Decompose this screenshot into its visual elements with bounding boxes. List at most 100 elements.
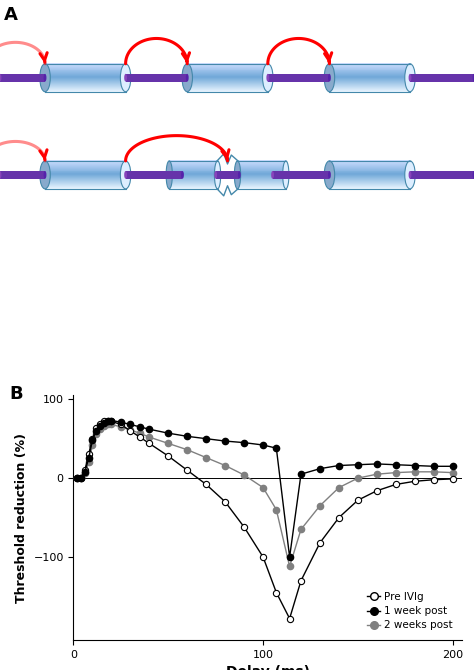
FancyBboxPatch shape — [329, 77, 410, 78]
FancyBboxPatch shape — [273, 171, 329, 179]
FancyBboxPatch shape — [45, 163, 126, 165]
Ellipse shape — [405, 161, 415, 189]
FancyBboxPatch shape — [169, 174, 218, 176]
FancyBboxPatch shape — [329, 172, 410, 174]
FancyBboxPatch shape — [329, 83, 410, 84]
FancyBboxPatch shape — [329, 167, 410, 168]
FancyBboxPatch shape — [329, 161, 410, 162]
FancyBboxPatch shape — [187, 72, 268, 74]
FancyBboxPatch shape — [45, 66, 126, 68]
FancyBboxPatch shape — [329, 170, 410, 171]
FancyBboxPatch shape — [45, 85, 126, 86]
FancyBboxPatch shape — [169, 168, 218, 169]
FancyBboxPatch shape — [45, 79, 126, 80]
FancyBboxPatch shape — [45, 81, 126, 82]
FancyBboxPatch shape — [329, 182, 410, 183]
FancyBboxPatch shape — [169, 179, 218, 180]
Ellipse shape — [120, 64, 131, 92]
FancyBboxPatch shape — [169, 167, 218, 168]
FancyBboxPatch shape — [329, 163, 410, 165]
FancyBboxPatch shape — [237, 170, 286, 171]
FancyBboxPatch shape — [329, 65, 410, 66]
FancyBboxPatch shape — [329, 174, 410, 176]
Ellipse shape — [214, 171, 217, 179]
FancyBboxPatch shape — [45, 179, 126, 180]
FancyBboxPatch shape — [169, 182, 218, 183]
FancyBboxPatch shape — [216, 171, 239, 179]
FancyBboxPatch shape — [237, 165, 286, 167]
FancyBboxPatch shape — [45, 169, 126, 170]
FancyBboxPatch shape — [329, 178, 410, 179]
FancyBboxPatch shape — [237, 182, 286, 183]
Ellipse shape — [120, 161, 131, 189]
FancyBboxPatch shape — [45, 83, 126, 84]
FancyBboxPatch shape — [187, 89, 268, 90]
FancyBboxPatch shape — [45, 170, 126, 172]
FancyBboxPatch shape — [187, 65, 268, 66]
FancyBboxPatch shape — [169, 186, 218, 187]
Ellipse shape — [40, 161, 50, 189]
FancyBboxPatch shape — [45, 86, 126, 87]
FancyBboxPatch shape — [329, 86, 410, 87]
FancyBboxPatch shape — [169, 178, 218, 179]
FancyBboxPatch shape — [329, 168, 410, 169]
FancyBboxPatch shape — [187, 81, 268, 82]
FancyBboxPatch shape — [45, 172, 126, 174]
Ellipse shape — [324, 64, 335, 92]
FancyBboxPatch shape — [329, 78, 410, 79]
FancyBboxPatch shape — [268, 74, 329, 82]
FancyBboxPatch shape — [329, 87, 410, 88]
Ellipse shape — [328, 74, 331, 82]
Y-axis label: Threshold reduction (%): Threshold reduction (%) — [15, 433, 28, 602]
FancyBboxPatch shape — [169, 176, 218, 178]
FancyBboxPatch shape — [187, 77, 268, 78]
FancyBboxPatch shape — [237, 163, 286, 165]
FancyBboxPatch shape — [169, 184, 218, 185]
FancyBboxPatch shape — [187, 64, 268, 65]
Text: B: B — [9, 385, 23, 403]
FancyBboxPatch shape — [329, 72, 410, 74]
FancyBboxPatch shape — [45, 84, 126, 85]
FancyBboxPatch shape — [329, 74, 410, 75]
FancyBboxPatch shape — [237, 179, 286, 180]
Ellipse shape — [263, 64, 273, 92]
FancyBboxPatch shape — [169, 160, 218, 161]
FancyBboxPatch shape — [187, 84, 268, 85]
FancyBboxPatch shape — [187, 80, 268, 81]
Ellipse shape — [473, 171, 474, 179]
FancyBboxPatch shape — [329, 64, 410, 65]
FancyBboxPatch shape — [329, 70, 410, 72]
FancyBboxPatch shape — [187, 85, 268, 86]
FancyBboxPatch shape — [237, 185, 286, 186]
FancyBboxPatch shape — [237, 160, 286, 161]
Ellipse shape — [181, 171, 184, 179]
FancyBboxPatch shape — [169, 183, 218, 184]
FancyBboxPatch shape — [237, 172, 286, 174]
FancyBboxPatch shape — [45, 174, 126, 176]
Ellipse shape — [214, 161, 221, 189]
FancyBboxPatch shape — [329, 183, 410, 184]
FancyBboxPatch shape — [329, 73, 410, 74]
FancyBboxPatch shape — [329, 181, 410, 182]
FancyBboxPatch shape — [45, 68, 126, 70]
Text: A: A — [4, 6, 18, 24]
FancyBboxPatch shape — [329, 90, 410, 92]
FancyBboxPatch shape — [329, 186, 410, 187]
FancyBboxPatch shape — [45, 88, 126, 89]
FancyBboxPatch shape — [329, 63, 410, 64]
FancyBboxPatch shape — [45, 87, 126, 88]
Ellipse shape — [44, 74, 46, 82]
Ellipse shape — [324, 161, 335, 189]
X-axis label: Delay (ms): Delay (ms) — [226, 665, 310, 670]
FancyBboxPatch shape — [45, 89, 126, 90]
FancyBboxPatch shape — [126, 74, 187, 82]
FancyBboxPatch shape — [329, 176, 410, 178]
FancyBboxPatch shape — [237, 188, 286, 189]
FancyBboxPatch shape — [187, 63, 268, 64]
FancyBboxPatch shape — [45, 90, 126, 92]
FancyBboxPatch shape — [329, 165, 410, 167]
FancyBboxPatch shape — [329, 162, 410, 163]
FancyBboxPatch shape — [45, 186, 126, 187]
FancyBboxPatch shape — [237, 187, 286, 188]
FancyBboxPatch shape — [329, 81, 410, 82]
